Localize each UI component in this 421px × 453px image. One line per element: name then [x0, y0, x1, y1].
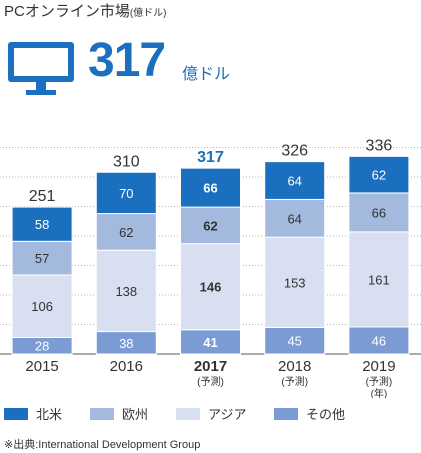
- bar-value-label: 62: [119, 225, 133, 240]
- bar-value-label: 70: [119, 186, 133, 201]
- kpi-unit: 億ドル: [182, 66, 231, 83]
- legend-label: アジア: [208, 407, 247, 422]
- bar-value-label: 64: [287, 211, 301, 226]
- bar-segment-1: [348, 231, 410, 328]
- x-tick-note: (予測): [281, 375, 308, 388]
- x-tick-note: (予測): [197, 375, 224, 388]
- bar-value-label: 57: [35, 251, 49, 266]
- legend-item: アジア: [176, 404, 246, 423]
- bar-value-label: 62: [203, 218, 217, 233]
- x-tick-label: 2017: [194, 358, 227, 375]
- kpi-block: 317 億ドル: [6, 34, 306, 95]
- bar-total-label: 336: [366, 137, 393, 154]
- bar-segment-1: [11, 274, 73, 338]
- bar-segment-1: [95, 249, 157, 333]
- bar-value-label: 64: [287, 174, 301, 189]
- bar-value-label: 161: [368, 272, 390, 287]
- legend-swatch: [90, 407, 114, 420]
- bar-value-label: 62: [372, 168, 386, 183]
- bar-segment-3: [348, 155, 410, 194]
- bar-value-label: 146: [200, 280, 222, 295]
- legend-swatch: [274, 407, 298, 420]
- chart-title-text: PCオンライン市場: [4, 3, 130, 20]
- x-tick-label: 2016: [110, 358, 143, 375]
- legend-label: 欧州: [122, 407, 149, 422]
- kpi-value: 317: [88, 34, 166, 87]
- bar-total-label: 317: [197, 149, 224, 166]
- bar-segment-2: [95, 213, 157, 251]
- bar-segment-1: [264, 236, 326, 328]
- x-tick-note: (予測): [366, 375, 393, 388]
- bar-value-label: 138: [115, 284, 137, 299]
- x-tick-label: 2018: [278, 358, 311, 375]
- bar-segment-1: [180, 243, 241, 331]
- chart-title: PCオンライン市場(億ドル): [4, 0, 167, 21]
- bar-value-label: 45: [287, 334, 301, 349]
- bar-total-label: 326: [281, 143, 308, 160]
- bar-segment-0: [348, 326, 410, 355]
- bar-total-label: 310: [113, 153, 140, 170]
- bar-value-label: 66: [203, 181, 217, 196]
- legend-label: その他: [306, 407, 346, 422]
- bar-value-label: 41: [203, 335, 217, 350]
- bar-value-label: 153: [284, 275, 306, 290]
- legend-swatch: [176, 407, 200, 420]
- bar-segment-3: [11, 206, 73, 242]
- bar-value-label: 106: [31, 299, 53, 314]
- legend-item: 北米: [4, 404, 62, 423]
- bar-segment-2: [264, 198, 326, 238]
- bar-segment-3: [180, 167, 241, 208]
- bar-total-label: 251: [29, 188, 56, 205]
- bar-segment-0: [264, 326, 326, 355]
- legend-item: 欧州: [90, 404, 148, 423]
- bar-value-label: 46: [372, 333, 386, 348]
- legend-item: その他: [274, 404, 345, 423]
- bar-value-label: 58: [35, 217, 49, 232]
- chart-title-unit: (億ドル): [129, 8, 167, 19]
- monitor-icon: [8, 42, 74, 95]
- x-tick-note: (年): [371, 387, 388, 398]
- bar-value-label: 66: [372, 205, 386, 220]
- legend-swatch: [4, 407, 28, 420]
- bar-value-label: 38: [119, 336, 133, 351]
- bar-value-label: 28: [35, 339, 49, 354]
- x-tick-label: 2019: [362, 358, 395, 375]
- bar-segment-3: [264, 161, 326, 200]
- stacked-bar-chart: 28 106 57 58 251 2015 38 138 62 70 310 2016 41 146 62 6…: [0, 137, 421, 398]
- bar-segment-3: [95, 171, 157, 215]
- bar-segment-2: [11, 240, 73, 276]
- source-note: ※出典:International Development Group: [4, 439, 201, 451]
- legend-label: 北米: [36, 407, 63, 422]
- x-tick-label: 2015: [25, 358, 58, 375]
